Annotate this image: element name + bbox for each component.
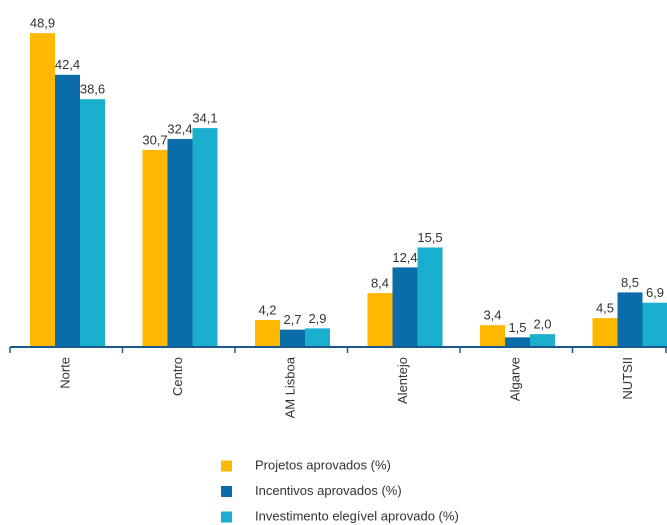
bar: [55, 74, 80, 348]
data-label: 38,6: [80, 82, 105, 97]
data-label: 6,9: [646, 285, 664, 300]
bar: [367, 293, 393, 347]
data-label: 34,1: [192, 111, 217, 126]
legend: Projetos aprovados (%) Incentivos aprovad…: [221, 457, 459, 523]
bar: [392, 267, 418, 347]
bar: [530, 334, 555, 347]
data-label: 2,7: [283, 312, 301, 327]
data-label: 2,9: [308, 311, 326, 326]
data-label: 3,4: [483, 308, 501, 323]
data-label: 32,4: [167, 121, 192, 136]
x-tick-label: Alentejo: [395, 357, 410, 404]
bar: [142, 149, 168, 347]
bar: [30, 33, 55, 347]
bar: [505, 337, 530, 347]
data-label: 12,4: [392, 250, 417, 265]
legend-swatch: [221, 486, 232, 497]
data-label: 1,5: [508, 320, 526, 335]
x-tick-label: Algarve: [508, 357, 523, 401]
bar: [592, 318, 618, 347]
bar: [255, 320, 280, 347]
legend-label: Projetos aprovados (%): [255, 457, 391, 472]
data-label: 15,5: [417, 230, 442, 245]
bar: [642, 302, 667, 347]
bar: [167, 138, 193, 347]
data-label: 8,5: [621, 275, 639, 290]
data-label: 8,4: [371, 276, 389, 291]
x-tick-label: AM Lisboa: [283, 356, 298, 418]
legend-swatch: [221, 460, 232, 472]
bar: [417, 247, 443, 347]
legend-label: Incentivos aprovados (%): [255, 483, 402, 498]
bar: [305, 328, 330, 347]
data-label: 4,5: [596, 301, 614, 316]
bar: [192, 128, 218, 347]
data-label: 4,2: [258, 302, 276, 317]
bar: [617, 292, 643, 347]
bar: [280, 329, 305, 347]
legend-swatch: [221, 511, 232, 523]
data-label: 42,4: [55, 57, 80, 72]
data-label: 48,9: [30, 15, 55, 30]
legend-label: Investimento elegível aprovado (%): [255, 508, 459, 523]
x-tick-label: Centro: [170, 357, 185, 396]
data-label: 30,7: [142, 132, 167, 147]
bar: [80, 99, 105, 347]
x-tick-label: NUTSII: [620, 357, 635, 400]
data-label: 2,0: [533, 317, 551, 332]
bar: [480, 325, 505, 347]
x-tick-label: Norte: [58, 357, 73, 389]
